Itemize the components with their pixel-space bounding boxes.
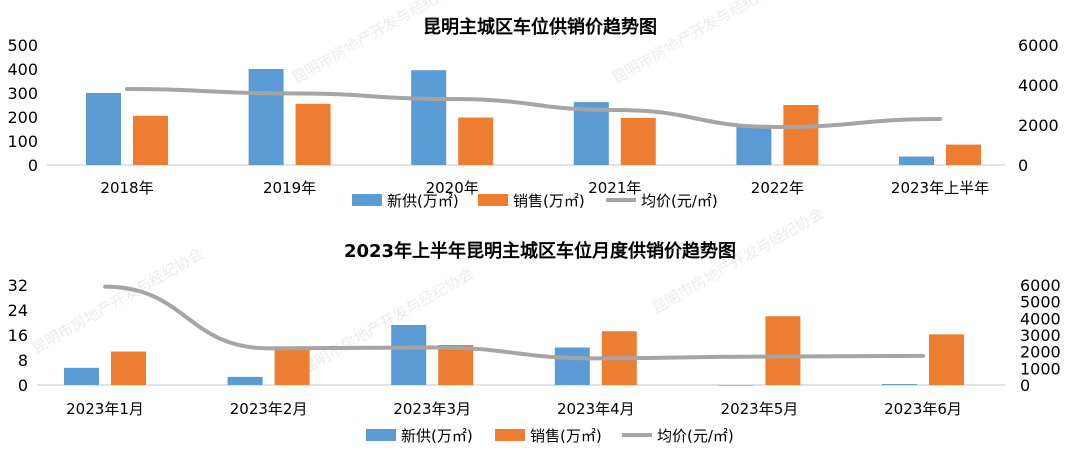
x-tick-label: 2019年	[263, 179, 316, 197]
bar-sales	[295, 103, 331, 165]
legend-swatch-supply	[352, 194, 382, 206]
bar-supply	[899, 156, 934, 165]
price-line	[125, 87, 942, 130]
y-left-tick-label: 400	[7, 60, 38, 79]
y-right-tick-label: 1000	[1020, 359, 1061, 378]
legend-label: 销售(万㎡)	[513, 192, 585, 210]
x-tick-label: 2021年	[588, 179, 641, 197]
bar-supply	[573, 102, 609, 165]
x-tick-label: 2023年6月	[884, 400, 962, 418]
y-left-tick-label: 24	[8, 301, 28, 320]
bar-supply	[391, 325, 427, 385]
y-left-tick-label: 300	[7, 84, 38, 103]
y-right-tick-label: 4000	[1020, 309, 1061, 328]
y-right-tick-label: 6000	[1020, 276, 1061, 295]
y-right-tick-label: 2000	[1018, 116, 1059, 135]
legend-swatch-sales	[478, 194, 508, 206]
bar-supply	[86, 93, 121, 165]
y-right-tick-label: 6000	[1018, 36, 1059, 55]
bar-supply	[554, 347, 590, 385]
x-tick-label: 2023年1月	[66, 400, 144, 418]
x-tick-label: 2020年	[426, 179, 479, 197]
bar-sales	[783, 105, 819, 165]
legend-label: 均价(元/㎡)	[657, 427, 734, 445]
legend-label: 销售(万㎡)	[530, 427, 602, 445]
y-right-tick-label: 3000	[1020, 326, 1061, 345]
y-right-tick-label: 4000	[1018, 76, 1059, 95]
price-line	[103, 284, 925, 361]
y-right-tick-label: 0	[1018, 156, 1028, 175]
legend-label: 新供(万㎡)	[387, 192, 459, 210]
bar-supply	[411, 70, 447, 165]
x-tick-label: 2023年3月	[393, 400, 471, 418]
bar-sales	[458, 117, 494, 165]
y-right-tick-label: 5000	[1020, 293, 1061, 312]
x-tick-label: 2018年	[100, 179, 153, 197]
bar-supply	[64, 367, 99, 385]
chart-title: 昆明主城区车位供销价趋势图	[423, 16, 657, 38]
x-tick-label: 2023年4月	[557, 400, 635, 418]
bar-sales	[438, 345, 474, 385]
x-tick-label: 2023年上半年	[891, 179, 989, 197]
legend-label: 新供(万㎡)	[401, 427, 473, 445]
y-left-tick-label: 16	[8, 326, 28, 345]
bar-sales	[111, 351, 146, 385]
y-left-tick-label: 32	[8, 276, 28, 295]
y-left-tick-label: 0	[28, 156, 38, 175]
chart-title: 2023年上半年昆明主城区车位月度供销价趋势图	[344, 240, 736, 262]
bar-sales	[929, 334, 964, 385]
x-tick-label: 2023年2月	[230, 400, 308, 418]
y-left-tick-label: 100	[7, 132, 38, 151]
bar-sales	[133, 115, 168, 165]
legend-label: 均价(元/㎡)	[641, 192, 718, 210]
x-tick-label: 2022年	[751, 179, 804, 197]
y-left-tick-label: 8	[18, 351, 28, 370]
bar-supply	[882, 384, 917, 385]
y-right-tick-label: 2000	[1020, 343, 1061, 362]
legend-swatch-sales	[495, 429, 525, 441]
bar-supply	[736, 124, 772, 165]
y-left-tick-label: 0	[18, 376, 28, 395]
bar-sales	[274, 349, 310, 385]
y-right-tick-label: 0	[1020, 376, 1030, 395]
bar-supply	[248, 69, 284, 165]
bar-supply	[718, 385, 754, 386]
bar-supply	[227, 376, 263, 385]
bar-sales	[946, 144, 981, 165]
y-left-tick-label: 500	[7, 36, 38, 55]
y-left-tick-label: 200	[7, 108, 38, 127]
x-tick-label: 2023年5月	[721, 400, 799, 418]
bar-sales	[765, 316, 801, 385]
bar-sales	[620, 117, 656, 165]
legend-swatch-supply	[366, 429, 396, 441]
